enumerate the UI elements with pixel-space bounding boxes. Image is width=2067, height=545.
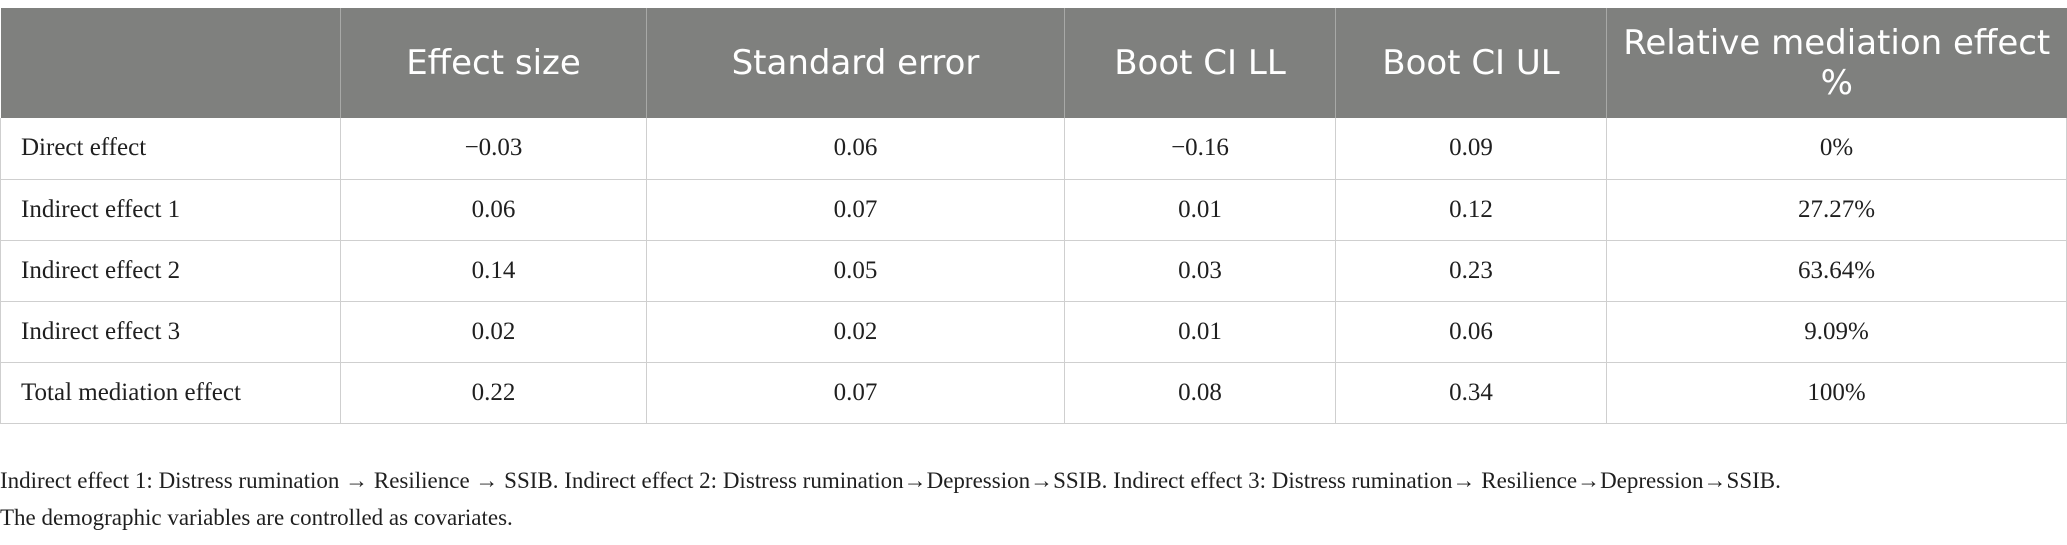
cell-standard-error: 0.06 xyxy=(646,118,1065,180)
row-label: Indirect effect 3 xyxy=(0,301,341,363)
cell-boot-ci-ul: 0.09 xyxy=(1335,118,1607,180)
cell-boot-ci-ll: 0.08 xyxy=(1064,362,1336,424)
cell-boot-ci-ul: 0.06 xyxy=(1335,301,1607,363)
cell-standard-error: 0.07 xyxy=(646,179,1065,241)
footnote-line-covariates: The demographic variables are controlled… xyxy=(0,505,513,530)
table-row: Total mediation effect 0.22 0.07 0.08 0.… xyxy=(0,362,2067,424)
header-cell-effect-size: Effect size xyxy=(340,8,647,118)
cell-relative-effect: 0% xyxy=(1606,118,2067,180)
cell-standard-error: 0.02 xyxy=(646,301,1065,363)
header-cell-relative-mediation-effect: Relative mediation effect % xyxy=(1606,8,2067,118)
cell-boot-ci-ul: 0.12 xyxy=(1335,179,1607,241)
cell-relative-effect: 27.27% xyxy=(1606,179,2067,241)
cell-effect-size: −0.03 xyxy=(340,118,647,180)
cell-boot-ci-ll: 0.03 xyxy=(1064,240,1336,302)
footnote-line-indirect-effects: Indirect effect 1: Distress rumination →… xyxy=(0,468,1781,493)
cell-standard-error: 0.05 xyxy=(646,240,1065,302)
header-cell-blank xyxy=(0,8,341,118)
cell-relative-effect: 63.64% xyxy=(1606,240,2067,302)
cell-boot-ci-ll: 0.01 xyxy=(1064,179,1336,241)
cell-effect-size: 0.22 xyxy=(340,362,647,424)
table-body: Direct effect −0.03 0.06 −0.16 0.09 0% I… xyxy=(0,118,2067,424)
row-label: Indirect effect 2 xyxy=(0,240,341,302)
table-row: Indirect effect 1 0.06 0.07 0.01 0.12 27… xyxy=(0,179,2067,241)
cell-boot-ci-ll: 0.01 xyxy=(1064,301,1336,363)
cell-relative-effect: 9.09% xyxy=(1606,301,2067,363)
cell-standard-error: 0.07 xyxy=(646,362,1065,424)
row-label: Indirect effect 1 xyxy=(0,179,341,241)
table-header: Effect size Standard error Boot CI LL Bo… xyxy=(0,8,2067,118)
cell-effect-size: 0.06 xyxy=(340,179,647,241)
header-cell-boot-ci-ul: Boot CI UL xyxy=(1335,8,1607,118)
header-cell-boot-ci-ll: Boot CI LL xyxy=(1064,8,1336,118)
cell-boot-ci-ul: 0.23 xyxy=(1335,240,1607,302)
results-table-container: Effect size Standard error Boot CI LL Bo… xyxy=(0,8,2067,424)
table-row: Indirect effect 3 0.02 0.02 0.01 0.06 9.… xyxy=(0,301,2067,363)
row-label: Total mediation effect xyxy=(0,362,341,424)
mediation-effects-table: Effect size Standard error Boot CI LL Bo… xyxy=(0,8,2067,424)
cell-effect-size: 0.02 xyxy=(340,301,647,363)
cell-boot-ci-ll: −0.16 xyxy=(1064,118,1336,180)
cell-effect-size: 0.14 xyxy=(340,240,647,302)
cell-boot-ci-ul: 0.34 xyxy=(1335,362,1607,424)
header-row: Effect size Standard error Boot CI LL Bo… xyxy=(0,8,2067,118)
row-label: Direct effect xyxy=(0,118,341,180)
header-cell-standard-error: Standard error xyxy=(646,8,1065,118)
table-row: Indirect effect 2 0.14 0.05 0.03 0.23 63… xyxy=(0,240,2067,302)
cell-relative-effect: 100% xyxy=(1606,362,2067,424)
table-row: Direct effect −0.03 0.06 −0.16 0.09 0% xyxy=(0,118,2067,180)
table-footnote: Indirect effect 1: Distress rumination →… xyxy=(0,462,2060,536)
